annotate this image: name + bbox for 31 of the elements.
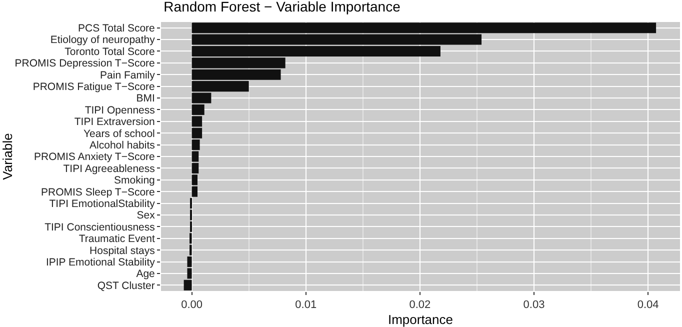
x-tick-label: 0.03 [523, 299, 545, 312]
y-tick-label: TIPI Openness [84, 104, 155, 116]
y-tick-label: Traumatic Event [78, 233, 155, 246]
y-tick-label: PROMIS Sleep T−Score [40, 186, 156, 198]
y-tick-label: TIPI EmotionalStability [49, 198, 156, 210]
x-tick-label: 0.04 [637, 299, 659, 312]
y-tick-label: PROMIS Anxiety T−Score [34, 151, 156, 164]
y-tick-label: BMI [136, 92, 155, 105]
x-tick-label: 0.01 [295, 299, 317, 312]
y-tick-label: Smoking [114, 174, 156, 187]
y-tick-label: Etiology of neuropathy [50, 34, 156, 46]
y-tick-label: Alcohol habits [90, 139, 155, 152]
y-axis-title: Variable [0, 133, 15, 180]
y-tick-label: PROMIS Fatigue T−Score [32, 81, 156, 94]
y-tick-label: PROMIS Depression T−Score [14, 58, 156, 70]
x-tick-label: 0.02 [409, 299, 431, 312]
y-tick-label: Sex [136, 210, 156, 222]
y-tick-label: Years of school [83, 128, 155, 140]
y-tick-label: IPIP Emotional Stability [46, 256, 156, 268]
y-tick-label: TIPI Agreeableness [63, 162, 155, 175]
y-tick-label: Pain Family [100, 69, 156, 82]
y-tick-label: Hospital stays [90, 244, 155, 257]
y-tick-label: PCS Total Score [78, 22, 156, 35]
chart-title: Random Forest − Variable Importance [164, 0, 401, 14]
y-tick-label: Age [136, 268, 156, 280]
y-tick-label: TIPI Conscientiousness [44, 221, 155, 234]
y-tick-label: TIPI Extraversion [74, 116, 156, 128]
y-tick-label: Toronto Total Score [64, 46, 156, 58]
x-tick-label: 0.00 [181, 299, 203, 312]
x-axis-title: Importance [388, 312, 454, 327]
y-tick-label: QST Cluster [97, 280, 156, 292]
